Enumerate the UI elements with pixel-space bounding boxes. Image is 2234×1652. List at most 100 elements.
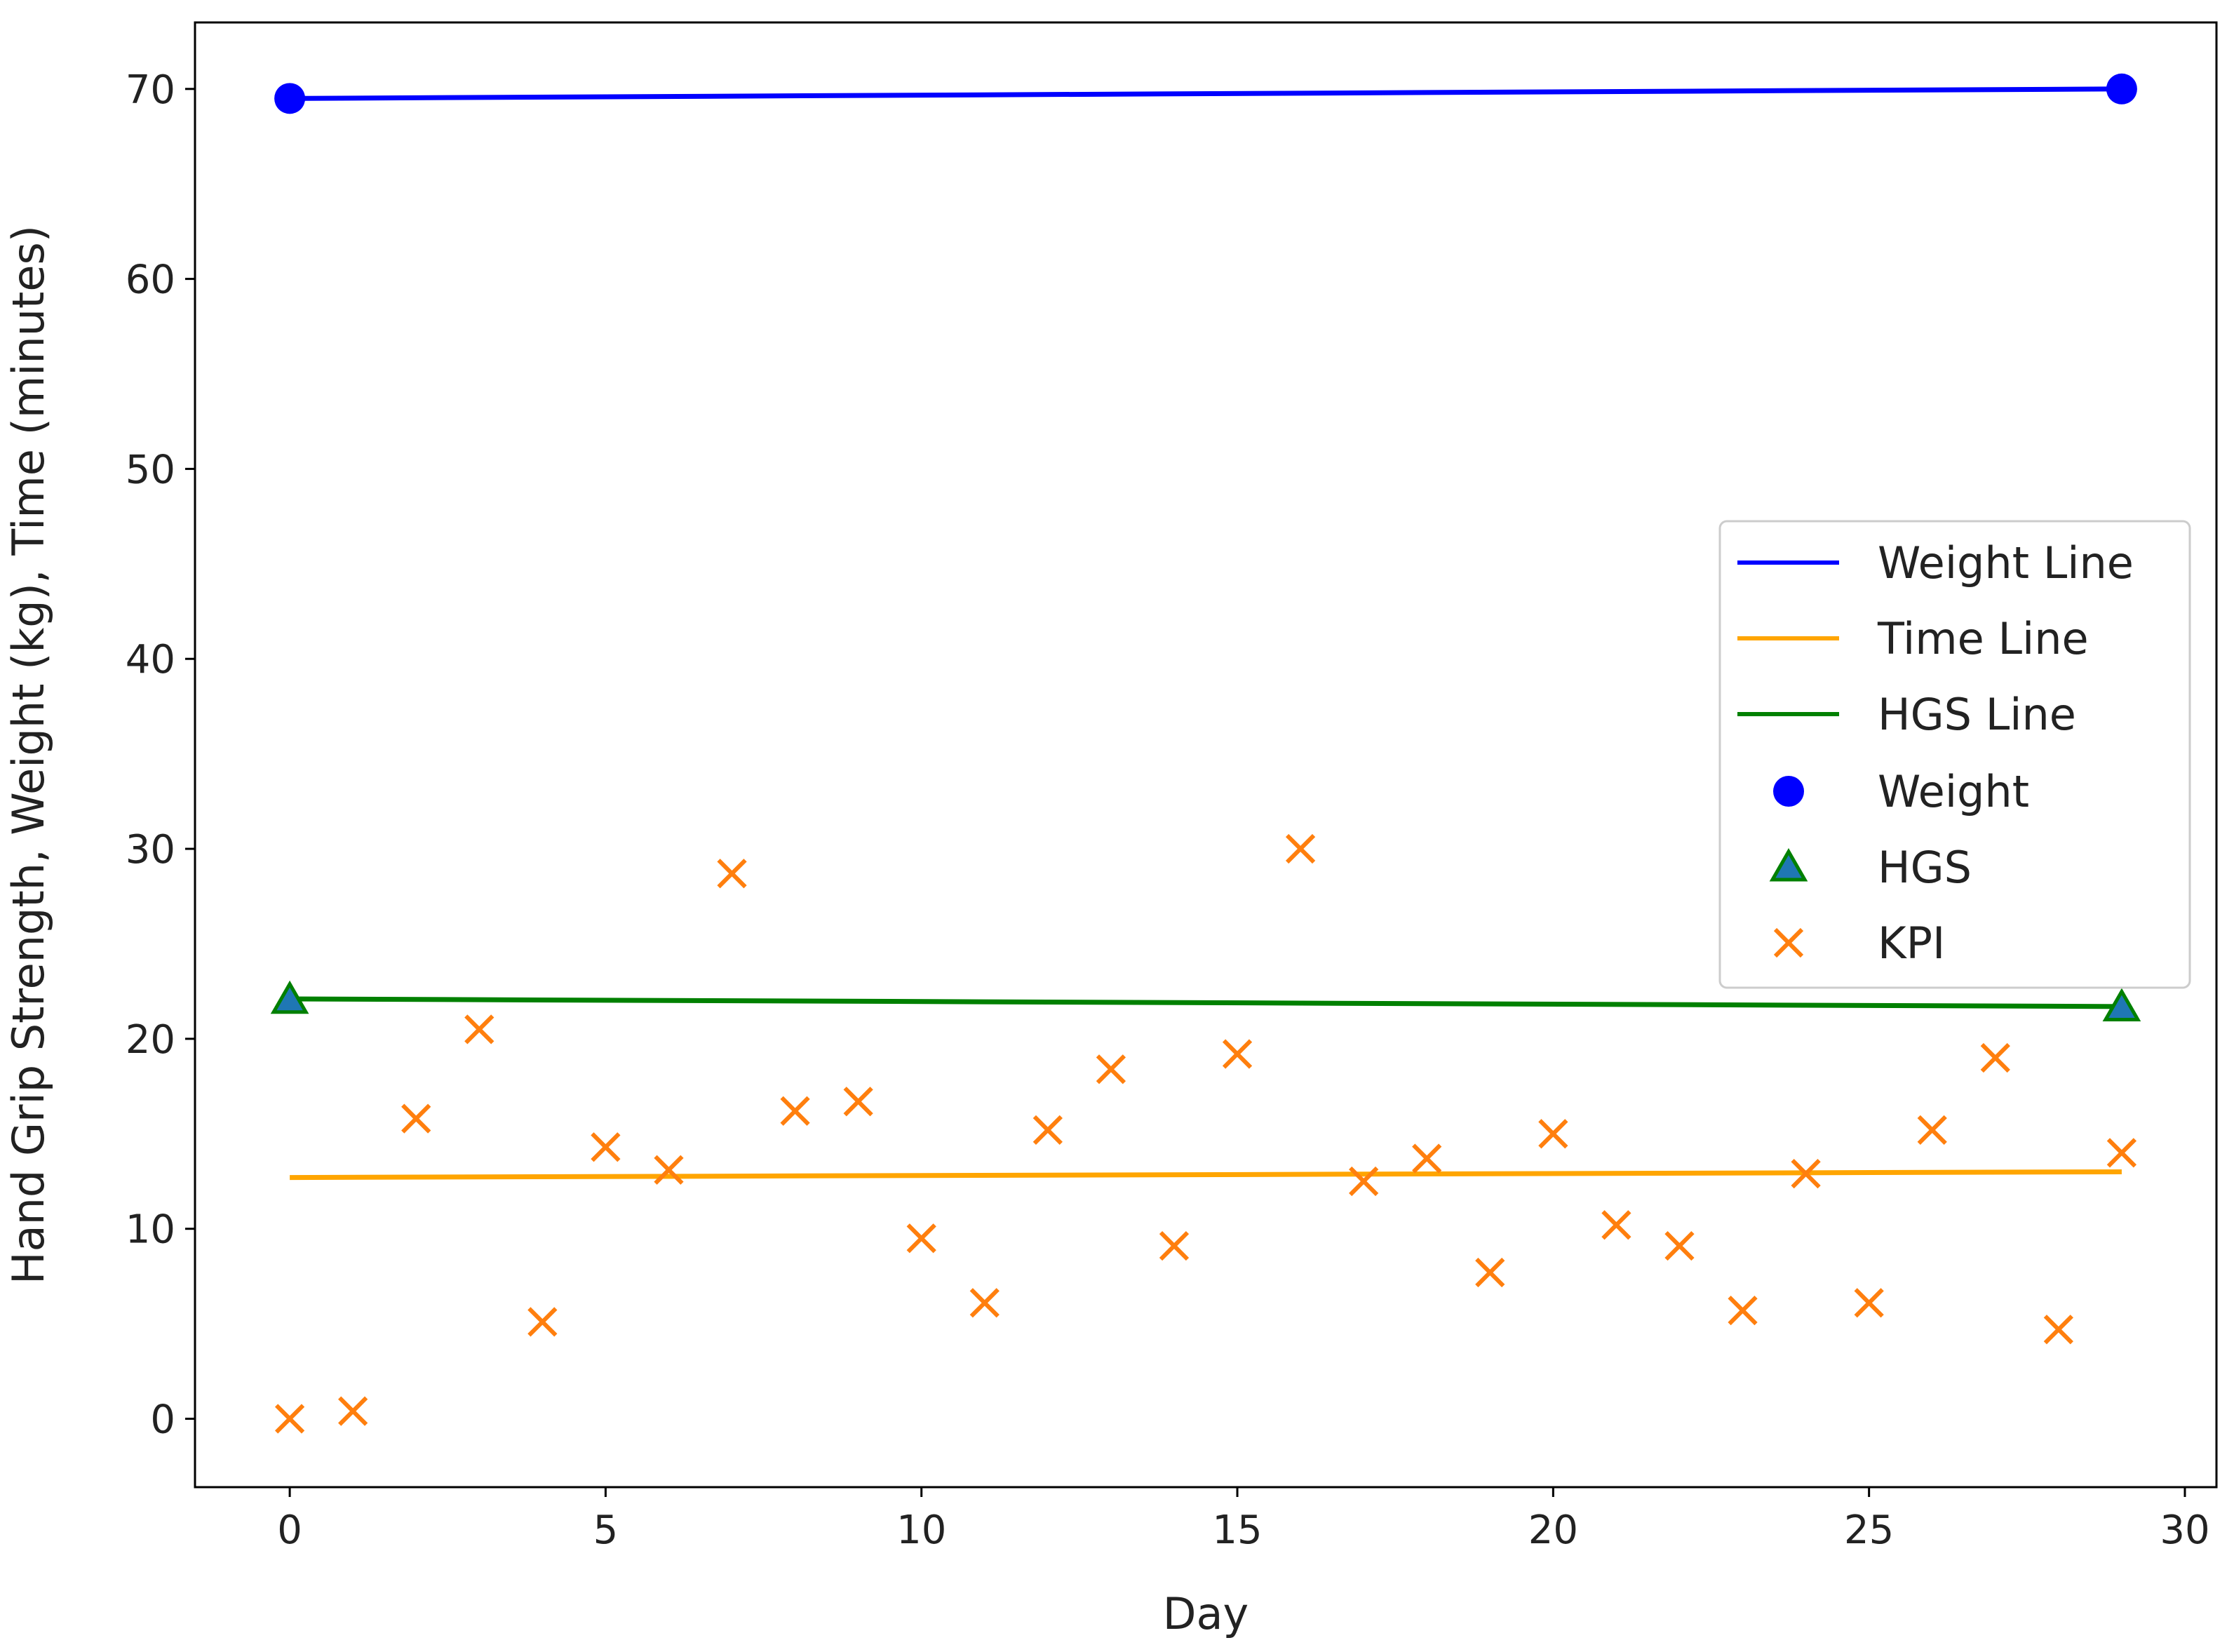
kpi-point <box>1728 1296 1758 1326</box>
x-tick-label: 25 <box>1844 1507 1894 1553</box>
kpi-point <box>1096 1054 1126 1084</box>
kpi-point <box>464 1014 494 1045</box>
kpi-point <box>654 1155 684 1185</box>
kpi-point <box>1791 1159 1821 1189</box>
y-tick-label: 10 <box>126 1207 175 1253</box>
y-tick-label: 20 <box>126 1017 175 1063</box>
kpi-point-stroke <box>906 1223 936 1254</box>
kpi-point <box>1980 1042 2010 1073</box>
kpi-point <box>1032 1115 1063 1145</box>
kpi-point <box>2043 1315 2073 1345</box>
y-tick-label: 30 <box>126 827 175 873</box>
kpi-point-stroke <box>1285 833 1316 864</box>
y-tick-label: 70 <box>126 67 175 113</box>
y-tick-label: 40 <box>126 637 175 683</box>
kpi-point-stroke <box>1159 1230 1190 1261</box>
kpi-point <box>1917 1115 1947 1145</box>
legend-label-hgs: HGS <box>1878 842 1972 893</box>
kpi-point <box>906 1223 936 1254</box>
legend-label-hgs-line: HGS Line <box>1878 689 2076 740</box>
kpi-point-stroke <box>401 1103 431 1134</box>
kpi-point-stroke <box>1664 1230 1695 1261</box>
legend-label-kpi: KPI <box>1878 918 1945 969</box>
kpi-point-stroke <box>1601 1210 1631 1240</box>
kpi-point <box>1601 1210 1631 1240</box>
kpi-point-stroke <box>1980 1042 2010 1073</box>
kpi-point-stroke <box>527 1307 558 1337</box>
x-axis-label: Day <box>1163 1588 1249 1639</box>
plot-frame <box>194 21 2218 1489</box>
kpi-point-stroke <box>1349 1166 1379 1197</box>
kpi-point <box>591 1132 621 1162</box>
kpi-point-stroke <box>2043 1315 2073 1345</box>
kpi-point-stroke <box>654 1155 684 1185</box>
y-tick-label: 50 <box>126 447 175 492</box>
legend-label-weight-line: Weight Line <box>1878 537 2134 589</box>
kpi-point <box>1664 1230 1695 1261</box>
kpi-point-stroke <box>1728 1296 1758 1326</box>
plot-area <box>270 73 2141 1434</box>
weight-point <box>274 83 306 114</box>
x-tick-label: 30 <box>2160 1507 2209 1553</box>
kpi-point <box>969 1288 1000 1318</box>
kpi-point-stroke <box>717 859 747 889</box>
legend-swatch-kpi <box>1773 927 1804 958</box>
kpi-point-stroke <box>1917 1115 1947 1145</box>
legend-label-weight: Weight <box>1878 766 2029 817</box>
legend-box <box>1718 520 2191 989</box>
kpi-point <box>1285 833 1316 864</box>
kpi-point <box>2106 1138 2137 1168</box>
kpi-point-stroke <box>969 1288 1000 1318</box>
weight-point <box>2106 73 2137 105</box>
kpi-point <box>843 1087 873 1117</box>
kpi-point-stroke <box>464 1014 494 1045</box>
legend-swatch-hgs <box>1769 847 1808 882</box>
kpi-point-stroke <box>1538 1119 1568 1149</box>
x-tick-label: 15 <box>1212 1507 1262 1553</box>
y-tick-label: 0 <box>150 1397 175 1443</box>
kpi-point <box>1159 1230 1190 1261</box>
kpi-point <box>274 1404 305 1434</box>
kpi-point-stroke <box>843 1087 873 1117</box>
hgs-point <box>2102 988 2141 1022</box>
legend-label-time-line: Time Line <box>1877 613 2089 664</box>
x-tick-label: 0 <box>277 1507 302 1553</box>
kpi-point <box>1538 1119 1568 1149</box>
kpi-point-stroke <box>1032 1115 1063 1145</box>
kpi-point <box>401 1103 431 1134</box>
kpi-point-stroke <box>1791 1159 1821 1189</box>
kpi-point <box>1854 1288 1884 1318</box>
kpi-point-stroke <box>780 1096 810 1126</box>
weight-line <box>290 86 2122 101</box>
kpi-point <box>1349 1166 1379 1197</box>
hgs-line <box>290 996 2122 1009</box>
kpi-point-stroke <box>274 1404 305 1434</box>
kpi-point-stroke <box>1222 1039 1253 1069</box>
legend: Weight Line Time Line HGS Line Weight HG… <box>1718 520 2191 989</box>
hgs-point <box>270 980 309 1014</box>
x-tick-label: 5 <box>593 1507 619 1553</box>
y-axis-label: Hand Grip Strength, Weight (kg), Time (m… <box>3 225 54 1284</box>
legend-swatch-weight <box>1773 776 1804 807</box>
kpi-point-stroke <box>1854 1288 1884 1318</box>
x-tick-label: 10 <box>896 1507 946 1553</box>
time-line <box>290 1169 2122 1181</box>
kpi-point-stroke <box>338 1396 368 1426</box>
kpi-point <box>527 1307 558 1337</box>
kpi-point <box>780 1096 810 1126</box>
kpi-point-stroke <box>591 1132 621 1162</box>
x-axis: 0 5 10 15 20 25 30 <box>277 1487 2210 1553</box>
kpi-point <box>338 1396 368 1426</box>
kpi-point <box>1412 1143 1442 1174</box>
kpi-point-stroke <box>2106 1138 2137 1168</box>
y-axis: 0 10 20 30 40 50 60 70 <box>126 67 195 1443</box>
kpi-point-stroke <box>1096 1054 1126 1084</box>
kpi-point <box>1222 1039 1253 1069</box>
y-tick-label: 60 <box>126 257 175 303</box>
kpi-point-stroke <box>1412 1143 1442 1174</box>
kpi-point <box>1475 1257 1505 1288</box>
kpi-point-stroke <box>1475 1257 1505 1288</box>
x-tick-label: 20 <box>1528 1507 1578 1553</box>
kpi-point <box>717 859 747 889</box>
